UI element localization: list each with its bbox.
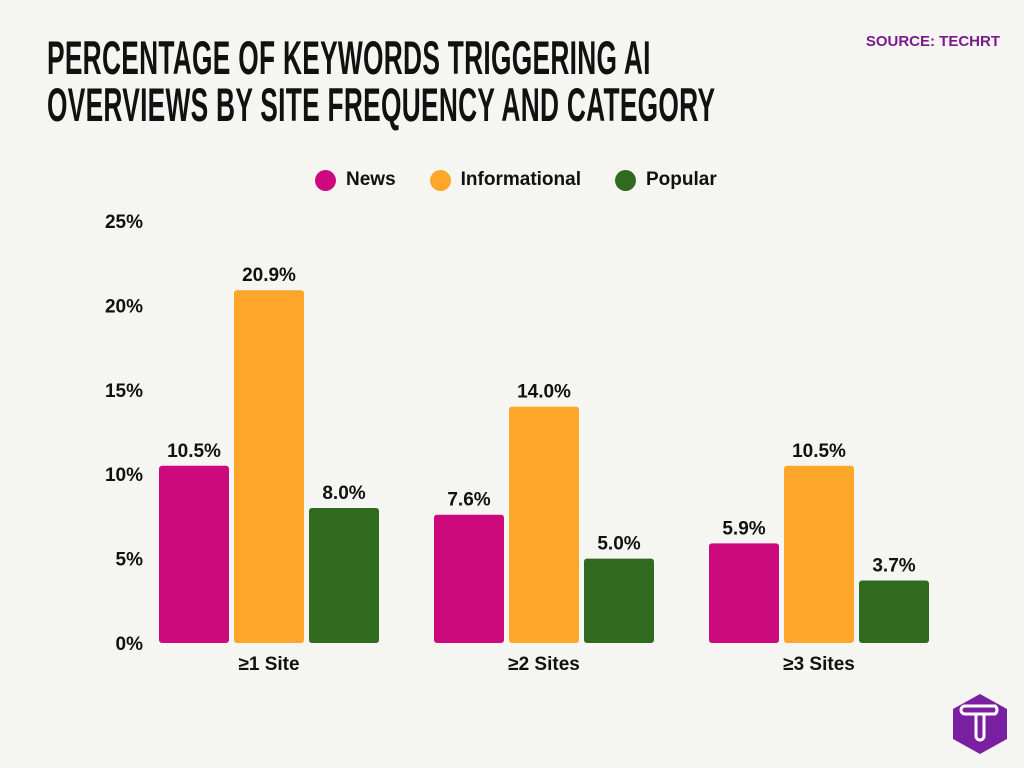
chart-title: PERCENTAGE OF KEYWORDS TRIGGERING AI OVER… <box>47 34 715 128</box>
title-line-1: PERCENTAGE OF KEYWORDS TRIGGERING AI <box>47 31 651 84</box>
data-label: 20.9% <box>242 265 296 286</box>
bar-news <box>159 465 229 643</box>
data-label: 10.5% <box>167 441 221 462</box>
bar-news <box>434 514 504 643</box>
y-tick-label: 10% <box>105 465 143 486</box>
data-label: 5.0% <box>597 534 640 555</box>
legend-label-informational: Informational <box>460 169 581 190</box>
y-tick-label: 20% <box>105 296 143 317</box>
x-tick-label: ≥1 Site <box>238 654 299 675</box>
legend-item-informational: Informational <box>429 169 581 191</box>
legend-swatch-informational <box>429 169 451 191</box>
bar-popular <box>309 507 379 643</box>
bar-news <box>709 543 779 643</box>
y-tick-label: 15% <box>105 381 143 402</box>
bar-popular <box>859 580 929 643</box>
data-label: 14.0% <box>517 382 571 403</box>
y-tick-label: 25% <box>105 212 143 233</box>
bar-informational <box>234 290 304 643</box>
techrt-logo-icon <box>953 694 1007 754</box>
y-tick-label: 5% <box>116 550 144 571</box>
bar-popular <box>584 558 654 643</box>
y-tick-label: 0% <box>116 634 144 655</box>
data-label: 5.9% <box>722 518 765 539</box>
legend-label-popular: Popular <box>645 169 717 190</box>
legend-swatch-news <box>315 169 336 191</box>
title-line-2: OVERVIEWS BY SITE FREQUENCY AND CATEGORY <box>47 78 716 131</box>
bar-informational <box>784 465 854 643</box>
legend-label-news: News <box>346 169 396 190</box>
legend-swatch-popular <box>614 169 636 191</box>
legend-item-news: News <box>315 169 396 191</box>
data-label: 8.0% <box>322 483 365 504</box>
data-label: 10.5% <box>792 441 846 462</box>
data-label: 3.7% <box>872 556 915 577</box>
x-tick-label: ≥3 Sites <box>783 654 855 675</box>
bar-informational <box>509 406 579 643</box>
source-label: SOURCE: TECHRT <box>865 33 1000 50</box>
legend-item-popular: Popular <box>614 169 717 191</box>
data-label: 7.6% <box>447 490 490 511</box>
x-tick-label: ≥2 Sites <box>508 654 580 675</box>
legend: News Informational Popular <box>315 169 717 191</box>
